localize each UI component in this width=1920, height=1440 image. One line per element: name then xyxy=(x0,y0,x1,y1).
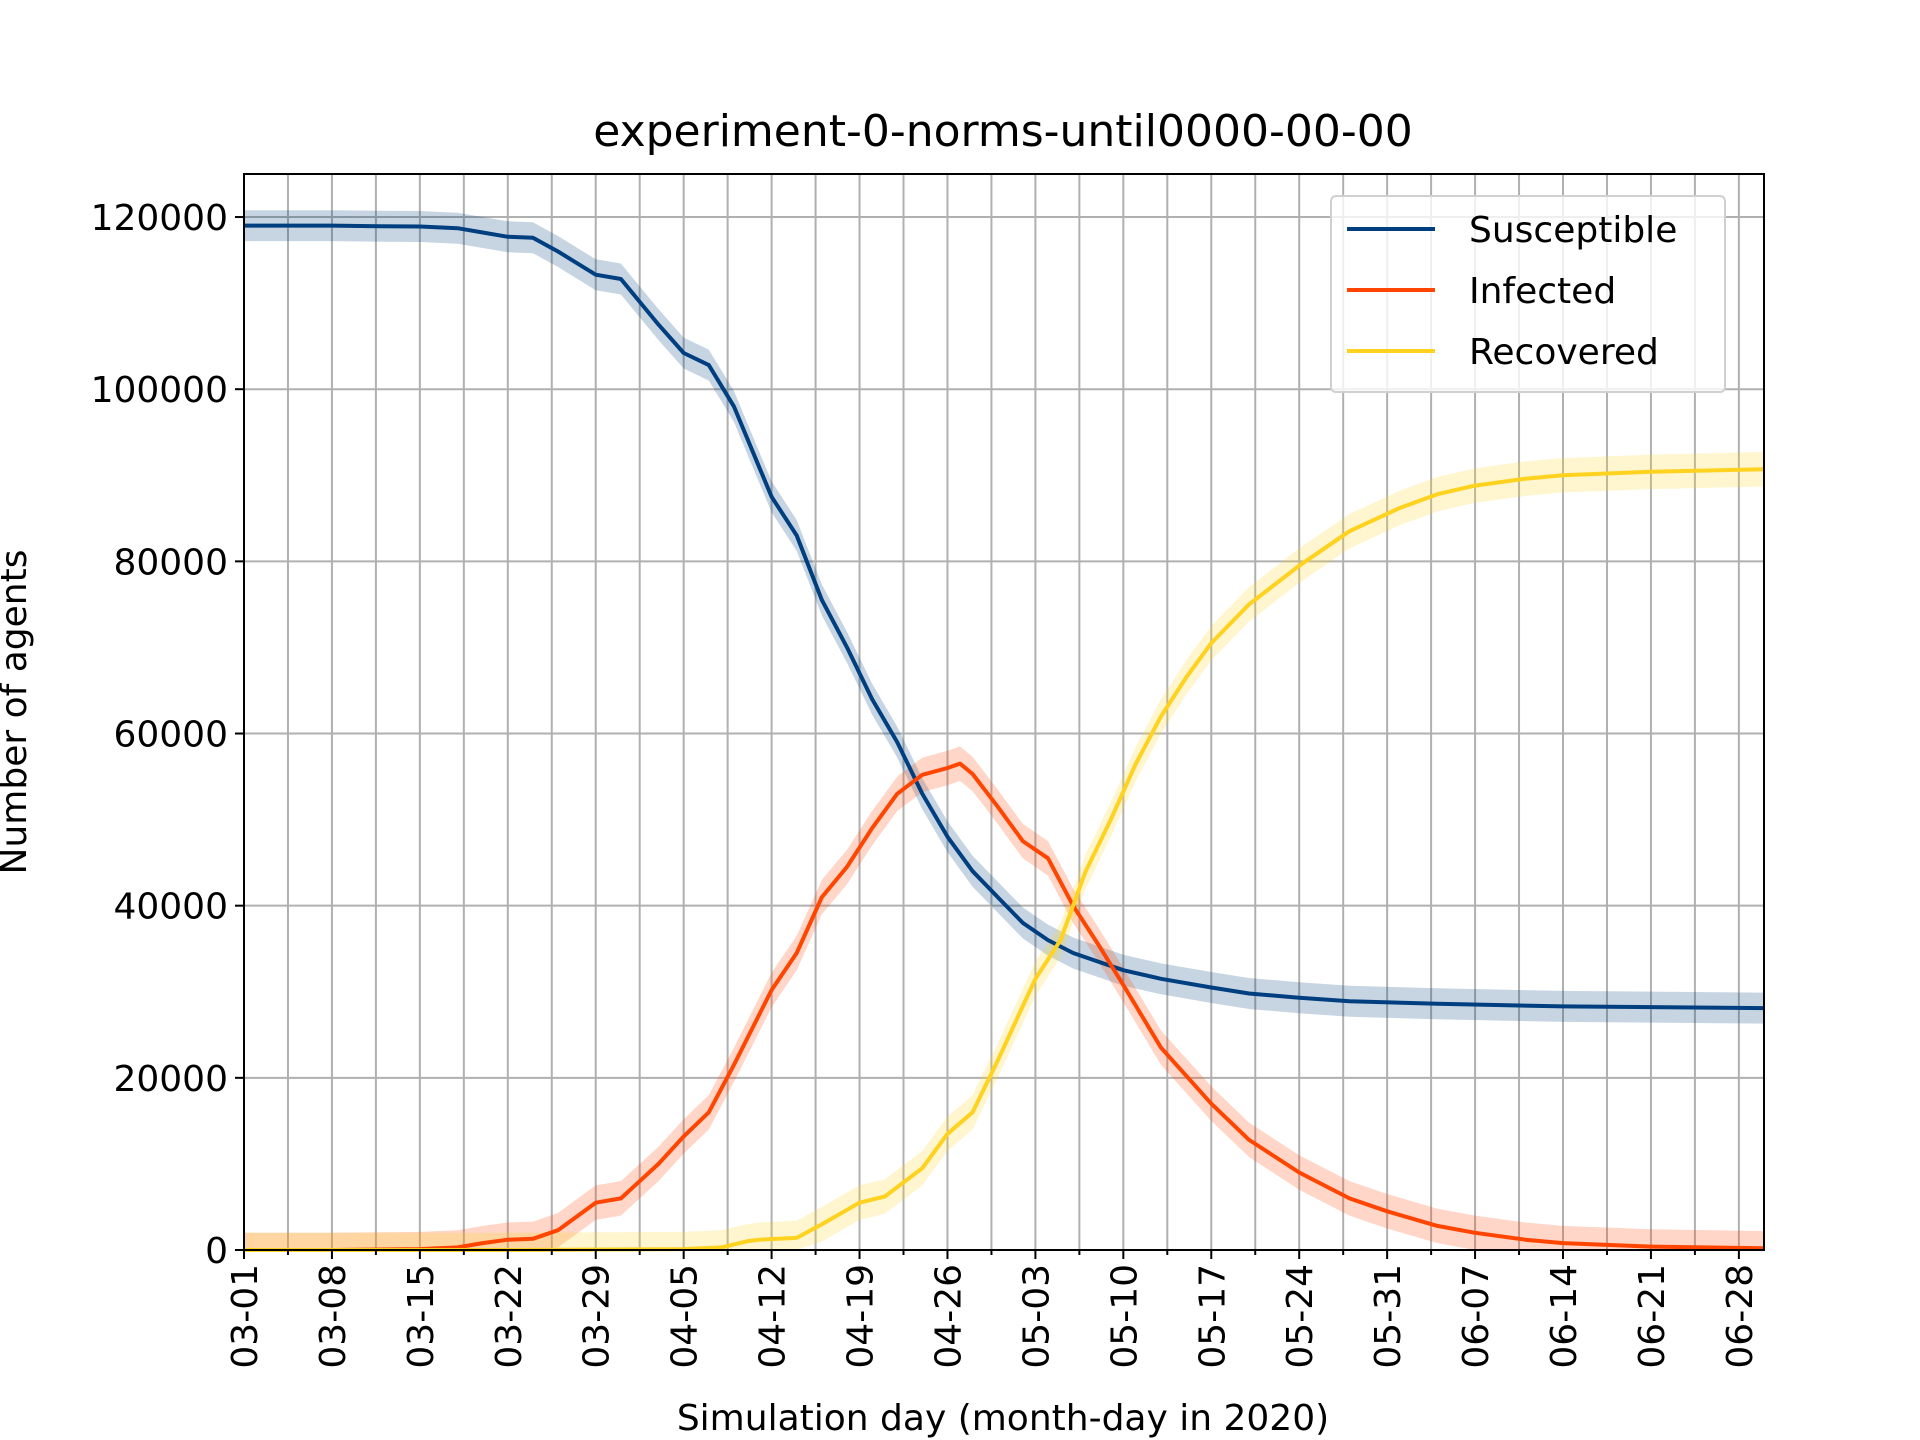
x-tick-label: 06-07 xyxy=(1456,1264,1497,1369)
y-tick-label: 120000 xyxy=(91,198,228,239)
x-tick-label: 06-28 xyxy=(1720,1264,1761,1369)
grid xyxy=(243,174,1764,1251)
x-tick-label: 03-29 xyxy=(577,1264,618,1369)
chart-title: experiment-0-norms-until0000-00-00 xyxy=(593,106,1412,157)
x-tick-label: 04-05 xyxy=(665,1264,706,1369)
line-susceptible xyxy=(244,223,1765,1011)
y-tick-label: 40000 xyxy=(113,887,228,928)
y-tick-label: 0 xyxy=(205,1231,228,1272)
x-tick-label: 05-24 xyxy=(1280,1264,1321,1369)
y-tick-label: 80000 xyxy=(113,542,228,583)
legend-label: Infected xyxy=(1469,271,1616,312)
line-recovered xyxy=(244,467,1765,1252)
x-tick-label: 06-21 xyxy=(1632,1264,1673,1369)
y-axis-label: Number of agents xyxy=(0,550,35,875)
x-tick-label: 05-31 xyxy=(1368,1264,1409,1369)
legend-label: Susceptible xyxy=(1469,210,1677,251)
legend-label: Recovered xyxy=(1469,332,1659,373)
y-axis: 0 20000 40000 60000 80000 100000 120000 xyxy=(91,198,244,1272)
band-recovered xyxy=(244,452,1764,1250)
y-tick-label: 20000 xyxy=(113,1059,228,1100)
line-infected xyxy=(244,761,1765,1252)
x-tick-label: 04-26 xyxy=(928,1264,969,1369)
legend-box xyxy=(1330,195,1726,393)
x-tick-label: 04-19 xyxy=(841,1264,882,1369)
y-tick-label: 100000 xyxy=(91,370,228,411)
x-tick-label: 05-10 xyxy=(1104,1264,1145,1369)
x-tick-label: 05-03 xyxy=(1016,1264,1057,1369)
x-tick-label: 05-17 xyxy=(1192,1264,1233,1369)
x-tick-label: 03-22 xyxy=(489,1264,530,1369)
x-tick-label: 06-14 xyxy=(1544,1264,1585,1369)
x-axis-label: Simulation day (month-day in 2020) xyxy=(677,1398,1329,1439)
legend: Susceptible Infected Recovered xyxy=(1330,195,1726,393)
x-tick-label: 03-01 xyxy=(225,1264,266,1369)
series-lines xyxy=(244,223,1765,1252)
x-tick-label: 03-08 xyxy=(313,1264,354,1369)
y-tick-label: 60000 xyxy=(113,715,228,756)
x-tick-label: 03-15 xyxy=(401,1264,442,1369)
x-axis: 03-01 03-08 03-15 03-22 03-29 04-05 04-12 04-19… xyxy=(225,1250,1761,1369)
x-tick-label: 04-12 xyxy=(753,1264,794,1369)
plot-frame xyxy=(243,173,1765,1251)
